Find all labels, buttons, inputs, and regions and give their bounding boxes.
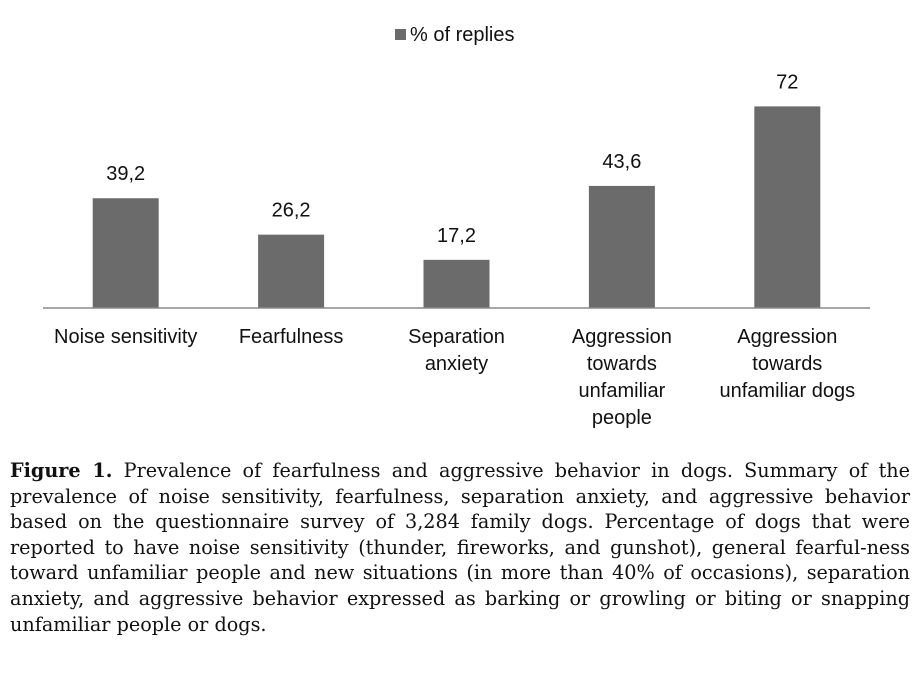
figure-caption: Figure 1. Prevalence of fearfulness and …: [10, 458, 910, 637]
legend-label: % of replies: [410, 24, 515, 46]
value-label-3: 17,2: [437, 225, 476, 247]
bar-chart: % of replies 39,2 26,2 17,2 43,6 72 Noise se…: [43, 24, 870, 429]
value-label-4: 43,6: [602, 151, 641, 173]
category-label-5-line-3: unfamiliar dogs: [719, 380, 855, 402]
bar-3: [423, 259, 490, 308]
category-label-2-line-1: Fearfulness: [239, 326, 344, 348]
bar-4: [588, 185, 655, 308]
value-label-1: 39,2: [106, 163, 145, 185]
value-labels: 39,2 26,2 17,2 43,6 72: [106, 71, 798, 246]
category-label-4-line-4: people: [592, 407, 652, 429]
category-label-3-line-2: anxiety: [425, 353, 488, 375]
category-labels: Noise sensitivity Fearfulness Separation an…: [54, 326, 855, 429]
category-label-5-line-2: towards: [752, 353, 822, 375]
value-label-5: 72: [776, 71, 798, 93]
bar-1: [92, 198, 159, 308]
legend: % of replies: [395, 24, 515, 46]
category-label-1-line-1: Noise sensitivity: [54, 326, 197, 348]
category-label-3-line-1: Separation: [408, 326, 505, 348]
category-label-5-line-1: Aggression: [737, 326, 837, 348]
bar-2: [258, 234, 325, 308]
caption-label: Figure 1.: [10, 459, 113, 482]
category-label-4-line-1: Aggression: [572, 326, 672, 348]
category-label-4-line-2: towards: [587, 353, 657, 375]
value-label-2: 26,2: [272, 200, 311, 222]
caption-text: Prevalence of fearfulness and aggressive…: [10, 459, 911, 636]
bar-5: [754, 106, 821, 309]
bars: [92, 106, 821, 309]
category-label-4-line-3: unfamiliar: [579, 380, 666, 402]
legend-swatch: [395, 29, 406, 40]
